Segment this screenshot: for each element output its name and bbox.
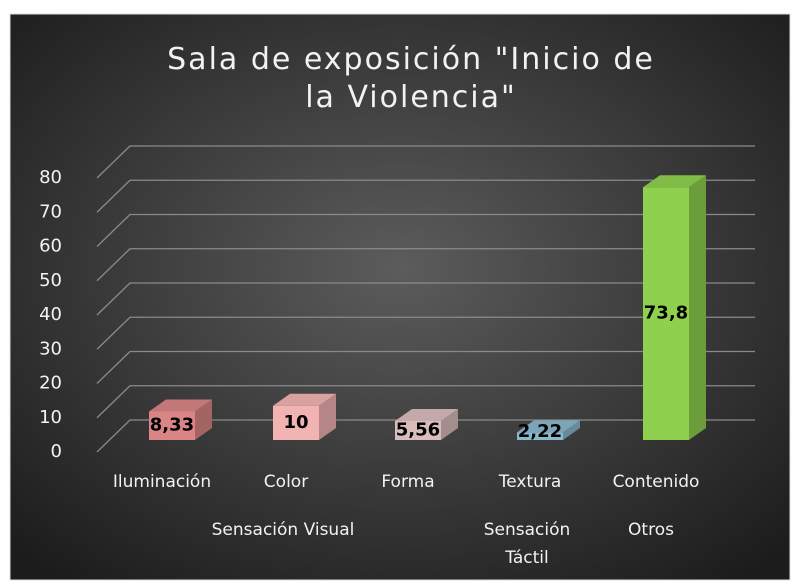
y-tick-label: 30 xyxy=(39,338,62,359)
bar-top xyxy=(517,420,580,433)
y-tick-label: 20 xyxy=(39,373,62,394)
x-tick-label: Textura xyxy=(498,472,562,492)
group-label: Sensación Visual xyxy=(212,520,355,540)
chart-title: Sala de exposición "Inicio de la Violenci… xyxy=(167,42,655,115)
group-label: Táctil xyxy=(504,548,548,568)
bar xyxy=(273,393,336,440)
bar-top xyxy=(273,393,336,406)
data-label: 2,22 xyxy=(518,421,562,442)
x-tick-label: Forma xyxy=(381,472,434,492)
bar xyxy=(517,420,580,440)
y-tick-label: 60 xyxy=(39,236,62,257)
bar-side xyxy=(195,399,212,440)
y-tick-label: 40 xyxy=(39,304,62,325)
y-tick-label: 70 xyxy=(39,201,62,222)
bar-side xyxy=(441,408,458,440)
grid-line xyxy=(96,316,755,350)
bar-front xyxy=(643,187,689,440)
y-tick-label: 50 xyxy=(39,270,62,291)
data-label: 8,33 xyxy=(150,415,194,436)
x-tick-label: Iluminación xyxy=(113,472,211,492)
data-label: 10 xyxy=(283,412,308,433)
bar-top xyxy=(395,408,458,421)
bar xyxy=(395,408,458,440)
bar-side xyxy=(689,175,706,441)
bar xyxy=(643,175,706,441)
grid-line xyxy=(96,350,755,384)
grid-line xyxy=(96,145,755,179)
bar-front xyxy=(395,420,441,440)
bar-front xyxy=(149,411,195,440)
bar-front xyxy=(517,432,563,440)
bar xyxy=(149,399,212,440)
grid-line xyxy=(96,179,755,213)
bar-side xyxy=(563,420,580,440)
grid-line xyxy=(96,248,755,282)
group-label: Sensación xyxy=(484,520,571,540)
y-tick-label: 10 xyxy=(39,407,62,428)
grid-line xyxy=(96,385,755,419)
y-tick-label: 80 xyxy=(39,167,62,188)
data-label: 73,8 xyxy=(644,303,688,324)
grid-line xyxy=(96,213,755,247)
x-tick-label: Color xyxy=(264,472,308,492)
grid-line xyxy=(96,419,755,453)
bar-front xyxy=(273,405,319,440)
group-label: Otros xyxy=(628,520,674,540)
x-tick-label: Contenido xyxy=(613,472,700,492)
y-tick-label: 0 xyxy=(51,441,62,462)
bar-top xyxy=(149,399,212,412)
bar-top xyxy=(643,175,706,188)
data-label: 5,56 xyxy=(396,419,440,440)
bar-side xyxy=(319,393,336,440)
grid-line xyxy=(96,282,755,316)
